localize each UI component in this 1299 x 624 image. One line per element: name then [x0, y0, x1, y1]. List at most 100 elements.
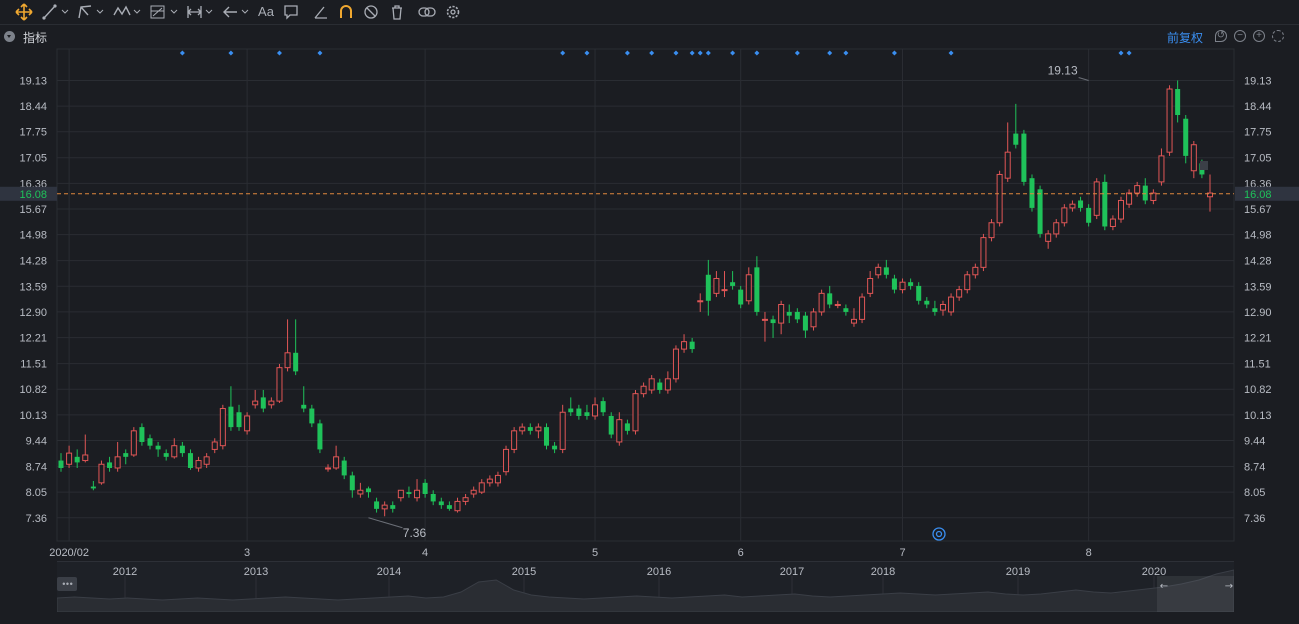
event-marker[interactable] [1118, 50, 1124, 56]
candle-body[interactable] [600, 401, 606, 413]
candle-body[interactable] [1093, 181, 1100, 216]
candle-body[interactable] [1183, 118, 1189, 156]
candle-body[interactable] [713, 277, 720, 294]
candle-body[interactable] [827, 293, 833, 305]
candle-body[interactable] [422, 482, 428, 494]
candle-body[interactable] [1078, 200, 1084, 208]
candle-body[interactable] [511, 430, 518, 450]
candle-body[interactable] [430, 493, 436, 502]
event-marker[interactable] [276, 50, 282, 56]
event-marker[interactable] [948, 50, 954, 56]
candle-body[interactable] [90, 486, 96, 489]
candle-body[interactable] [802, 315, 808, 331]
candle-body[interactable] [834, 304, 841, 307]
candle-body[interactable] [260, 397, 266, 409]
candle-body[interactable] [1109, 218, 1116, 227]
price-adjust-button[interactable]: 前复权 [1167, 31, 1204, 45]
zoom-in-icon[interactable]: + [1253, 30, 1265, 42]
candle-body[interactable] [664, 378, 671, 391]
candle-body[interactable] [584, 412, 590, 416]
candle-body[interactable] [850, 318, 857, 324]
candle-body[interactable] [390, 505, 396, 509]
settings-gear-icon[interactable] [445, 3, 461, 21]
candle-body[interactable] [219, 408, 226, 447]
candle-body[interactable] [543, 427, 550, 446]
candle-body[interactable] [980, 237, 987, 268]
event-marker[interactable] [689, 50, 695, 56]
polyline-tool-icon[interactable] [77, 3, 105, 21]
candle-body[interactable] [252, 400, 259, 406]
news-event-icon[interactable] [932, 527, 946, 541]
candle-body[interactable] [276, 367, 283, 402]
link-icon[interactable] [418, 3, 436, 21]
collapse-toggle-icon[interactable] [4, 31, 15, 42]
event-marker[interactable] [560, 50, 566, 56]
candle-body[interactable] [681, 341, 688, 350]
candle-body[interactable] [414, 489, 421, 499]
event-marker[interactable] [827, 50, 833, 56]
candle-body[interactable] [519, 426, 526, 432]
navigator-handle[interactable]: • • • [57, 577, 77, 591]
candle-body[interactable] [374, 501, 380, 509]
candle-body[interactable] [939, 304, 946, 311]
candle-body[interactable] [745, 274, 752, 302]
candle-body[interactable] [309, 408, 315, 424]
candle-body[interactable] [697, 300, 704, 303]
candle-body[interactable] [163, 453, 169, 457]
crosshair-move-icon[interactable] [15, 3, 33, 21]
candle-body[interactable] [66, 452, 73, 465]
candle-body[interactable] [730, 282, 736, 286]
undo-icon[interactable]: ↺ [1215, 30, 1227, 42]
navigator-left-arrow-icon[interactable]: ← [1160, 581, 1168, 592]
candle-body[interactable] [333, 456, 340, 469]
candle-body[interactable] [82, 454, 89, 462]
measure-tool-icon[interactable] [186, 3, 214, 21]
event-marker[interactable] [843, 50, 849, 56]
candle-body[interactable] [552, 445, 558, 450]
candle-body[interactable] [1053, 222, 1060, 235]
candle-body[interactable] [1029, 178, 1035, 208]
event-marker[interactable] [705, 50, 711, 56]
chart-settings-icon[interactable] [1272, 30, 1284, 42]
candle-body[interactable] [1126, 192, 1133, 205]
candle-body[interactable] [908, 282, 914, 286]
candle-body[interactable] [147, 438, 153, 446]
comment-tool-icon[interactable] [283, 3, 299, 21]
candle-body[interactable] [123, 453, 129, 457]
candle-body[interactable] [325, 467, 332, 470]
event-marker[interactable] [730, 50, 736, 56]
candle-body[interactable] [770, 319, 776, 324]
candle-body[interactable] [478, 482, 485, 493]
candle-body[interactable] [503, 448, 510, 473]
candle-body[interactable] [268, 400, 275, 406]
candle-body[interactable] [317, 423, 323, 450]
candle-body[interactable] [494, 474, 501, 484]
candle-body[interactable] [818, 292, 825, 313]
candle-body[interactable] [535, 426, 542, 432]
candle-body[interactable] [203, 456, 210, 465]
candle-body[interactable] [130, 430, 137, 456]
candle-body[interactable] [568, 408, 574, 413]
arrow-tool-icon[interactable] [222, 3, 250, 21]
candle-body[interactable] [924, 300, 930, 305]
candle-body[interactable] [996, 173, 1003, 224]
trend-line-tool-icon[interactable] [42, 3, 70, 21]
candle-body[interactable] [284, 352, 291, 369]
candle-body[interactable] [640, 385, 647, 395]
event-marker[interactable] [317, 50, 323, 56]
candle-body[interactable] [114, 456, 121, 469]
candle-body[interactable] [672, 348, 679, 380]
candle-body[interactable] [932, 308, 938, 312]
candle-body[interactable] [187, 453, 193, 468]
candle-body[interactable] [964, 274, 971, 291]
candle-body[interactable] [843, 308, 849, 312]
candle-body[interactable] [244, 415, 251, 432]
candle-body[interactable] [58, 460, 64, 468]
fibonacci-tool-icon[interactable] [149, 3, 179, 21]
candle-body[interactable] [899, 281, 906, 291]
navigator-selection-window[interactable] [1157, 576, 1234, 612]
candle-body[interactable] [349, 475, 355, 491]
event-marker[interactable] [754, 50, 760, 56]
candle-body[interactable] [293, 352, 299, 372]
candle-body[interactable] [689, 341, 695, 350]
